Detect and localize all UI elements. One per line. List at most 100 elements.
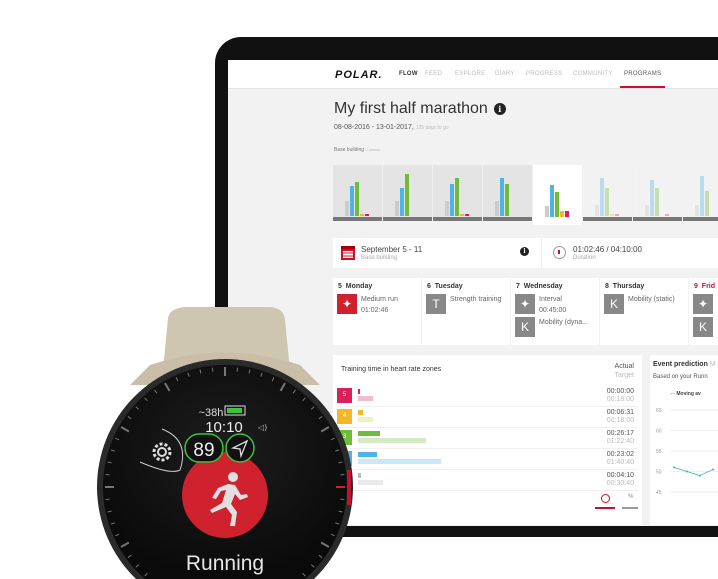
zone-divider [337, 448, 638, 449]
gps-button[interactable] [225, 433, 255, 463]
actual-label: Actual [614, 363, 634, 370]
tab-flow[interactable]: FLOW [399, 71, 418, 77]
prediction-legend: -·- Moving av [670, 391, 701, 397]
bezel-tick [279, 382, 286, 392]
prediction-subtitle: Based on your Runn [653, 374, 708, 380]
bezel-tick [154, 389, 158, 394]
bezel-tick [164, 382, 171, 392]
strength-icon[interactable]: T [426, 294, 446, 314]
week-zone-bar [445, 200, 449, 216]
week-zone-bar [605, 187, 609, 216]
bezel-tick [107, 461, 112, 464]
week-zone-bar [500, 178, 504, 216]
heart-rate-badge [184, 433, 224, 463]
bezel-tick [330, 437, 335, 441]
zone-actual-bar [358, 431, 380, 436]
data-point [712, 468, 714, 471]
day-column[interactable]: 7 Wednesday ✦ Interval 00:45:00 K Mobility … [511, 278, 599, 345]
week-range: September 5 - 11 [361, 245, 423, 254]
running-icon[interactable]: ✦ [693, 294, 713, 314]
activity-label[interactable]: Strength training [450, 296, 502, 303]
prediction-title-suffix: M [709, 361, 716, 368]
bezel-tick [320, 426, 330, 433]
zone-target-bar [358, 417, 373, 422]
zone-target-bar [358, 480, 384, 485]
zone-times: 00:06:31 00:18:00 [606, 409, 634, 424]
activity-name: Running [186, 552, 264, 575]
calendar-icon [341, 246, 355, 260]
running-icon[interactable]: ✦ [515, 294, 535, 314]
tab-diary[interactable]: DIARY [495, 71, 515, 77]
bezel-tick [335, 449, 340, 452]
tab-community[interactable]: COMMUNITY [573, 71, 613, 77]
program-title: My first half marathon [334, 100, 488, 117]
week-baseline [583, 217, 632, 221]
week-info-icon[interactable]: i [520, 247, 529, 256]
mobility-icon[interactable]: K [515, 317, 535, 337]
week-summary-card: September 5 - 11 Base building i 01:02:4… [333, 238, 718, 268]
week-zone-bar [600, 178, 604, 216]
data-point [673, 466, 675, 469]
week-column[interactable] [633, 165, 683, 221]
bezel-tick [318, 416, 323, 420]
week-baseline [383, 217, 432, 221]
tab-explore[interactable]: EXPLORE [455, 71, 486, 77]
day-header: 9 Frid [694, 283, 716, 290]
running-icon[interactable]: ✦ [337, 294, 357, 314]
zone-divider [337, 469, 638, 470]
week-zone-bar [345, 200, 349, 216]
week-baseline [333, 217, 382, 221]
mobility-icon[interactable]: K [604, 294, 624, 314]
bezel-tick [302, 572, 306, 577]
legend-label: Moving av [676, 391, 701, 397]
bezel-tick [115, 533, 120, 537]
week-zone-bar [705, 191, 709, 216]
bezel-tick [107, 510, 112, 513]
zone-target-bar [358, 438, 427, 443]
moving-average-line [673, 467, 714, 477]
week-column[interactable] [533, 165, 583, 225]
polar-flow-screen: POLAR. FLOW FEED EXPLORE DIARY PROGRESS … [228, 60, 718, 526]
top-nav: POLAR. FLOW FEED EXPLORE DIARY PROGRESS … [228, 60, 718, 89]
week-zone-bar [645, 204, 649, 216]
week-zone-bar [465, 214, 469, 216]
y-tick-label: 50 [656, 470, 662, 476]
day-column[interactable]: 6 Tuesday T Strength training [422, 278, 510, 345]
tab-feed[interactable]: FEED [425, 71, 443, 77]
week-zone-bar [495, 200, 499, 216]
duration-label: Duration [573, 255, 596, 261]
time-view-icon[interactable] [601, 494, 610, 503]
day-header: 6 Tuesday [427, 283, 463, 290]
percent-view-button[interactable]: % [628, 494, 634, 500]
activity-label[interactable]: Interval 00:45:00 [539, 296, 567, 314]
bezel-tick [120, 426, 130, 433]
week-zone-bar [550, 184, 554, 217]
program-dates: 08-08-2016 - 13-01-2017, 125 days to go [334, 124, 449, 131]
activity-label[interactable]: Medium run 01:02:46 [361, 296, 398, 314]
tab-progress[interactable]: PROGRESS [526, 71, 563, 77]
day-column[interactable]: 8 Thursday K Mobility (static) [600, 278, 688, 345]
activity-label[interactable]: Mobility (dyna... [539, 319, 589, 326]
day-column[interactable]: 5 Monday ✦ Medium run 01:02:46 [333, 278, 421, 345]
day-column[interactable]: 9 Frid ✦ K [689, 278, 718, 345]
week-column[interactable] [583, 165, 633, 221]
tab-programs[interactable]: PROGRAMS [619, 71, 666, 88]
settings-gear-icon[interactable] [152, 442, 172, 462]
bezel-tick [302, 397, 306, 402]
week-zone-bar [560, 211, 564, 217]
week-baseline [433, 217, 482, 221]
week-column[interactable] [383, 165, 433, 221]
week-column[interactable] [483, 165, 533, 221]
prediction-chart: 65 60 55 50 45 [656, 408, 718, 496]
bezel-tick [292, 389, 296, 394]
zone-actual-bar [358, 410, 364, 415]
zone-actual-bar [358, 473, 362, 478]
info-icon[interactable]: i [493, 102, 506, 115]
mobility-icon[interactable]: K [693, 317, 713, 337]
week-column[interactable] [683, 165, 718, 221]
activity-label[interactable]: Mobility (static) [628, 296, 675, 303]
week-column[interactable] [333, 165, 383, 221]
bezel-tick [135, 564, 140, 568]
week-column[interactable] [433, 165, 483, 221]
day-header: 7 Wednesday [516, 283, 563, 290]
